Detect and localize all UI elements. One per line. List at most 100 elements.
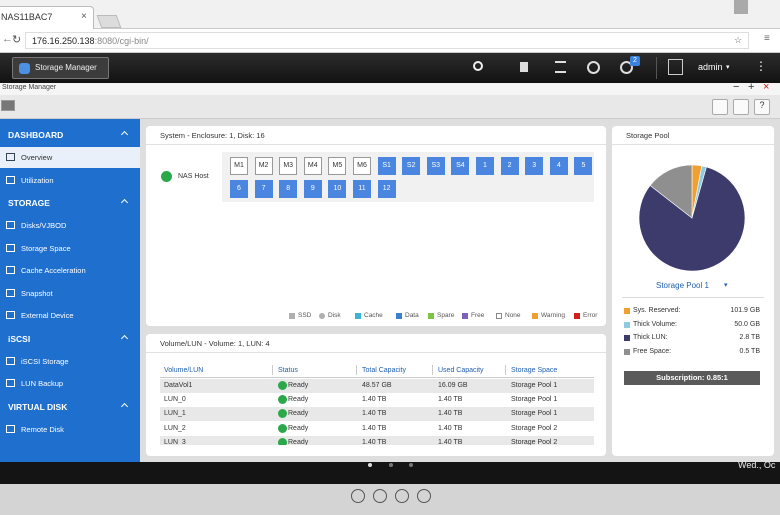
settings-button[interactable]: [733, 99, 749, 115]
dock-icon[interactable]: [351, 489, 365, 503]
table-row[interactable]: LUN_0 Ready 1.40 TB 1.40 TB Storage Pool 1: [160, 393, 594, 407]
nav-item[interactable]: External Device: [0, 305, 140, 326]
column-header[interactable]: Volume/LUN: [164, 367, 204, 374]
disk-slot[interactable]: M4: [303, 157, 322, 175]
disk-slot[interactable]: S3: [426, 157, 445, 175]
section-header[interactable]: DASHBOARD: [8, 130, 64, 140]
disk-slot[interactable]: M5: [328, 157, 347, 175]
nav-item[interactable]: Utilization: [0, 170, 140, 191]
sync-icon[interactable]: [587, 61, 600, 74]
disk-slot[interactable]: S2: [402, 157, 421, 175]
minimize-button[interactable]: −: [733, 81, 740, 93]
section-header[interactable]: iSCSI: [8, 333, 31, 344]
menu-button[interactable]: ≡: [764, 33, 770, 44]
header-rule: [160, 377, 594, 378]
window-minimize[interactable]: [734, 0, 748, 14]
legend-swatch: [462, 313, 468, 319]
section-header[interactable]: VIRTUAL DISK: [8, 401, 68, 412]
nav-label: Remote Disk: [21, 424, 64, 434]
table-row[interactable]: LUN_1 Ready 1.40 TB 1.40 TB Storage Pool 1: [160, 407, 594, 422]
section-header[interactable]: STORAGE: [8, 198, 50, 208]
nav-item[interactable]: Disks/VJBOD: [0, 215, 140, 236]
disk-slot[interactable]: 9: [303, 180, 322, 198]
close-button[interactable]: ×: [763, 81, 770, 93]
nav-item[interactable]: Cache Acceleration: [0, 260, 140, 281]
legend-label: Thick LUN:: [633, 334, 668, 342]
pie-slice[interactable]: [638, 166, 746, 272]
table-row[interactable]: LUN_3 Ready 1.40 TB 1.40 TB Storage Pool 2: [160, 435, 594, 445]
notification-badge: 2: [630, 56, 640, 66]
toolbar-icon[interactable]: [1, 100, 15, 111]
nav-item[interactable]: LUN Backup: [0, 373, 140, 394]
user-icon[interactable]: [668, 59, 683, 75]
nav-item[interactable]: iSCSI Storage: [0, 351, 140, 372]
more-menu[interactable]: ⋮: [755, 59, 767, 73]
disk-slot[interactable]: 11: [353, 180, 371, 198]
help-button[interactable]: ?: [754, 99, 770, 115]
bookmark-star[interactable]: ☆: [734, 35, 743, 45]
disk-slot[interactable]: 8: [279, 180, 298, 198]
column-header[interactable]: Total Capacity: [362, 367, 406, 374]
legend-swatch: [574, 313, 580, 319]
tasks-icon[interactable]: [555, 61, 566, 73]
search-icon[interactable]: [473, 61, 483, 71]
dock-icon[interactable]: [373, 489, 387, 503]
disk-slot[interactable]: 5: [574, 157, 593, 175]
dock-icon[interactable]: [417, 489, 431, 503]
column-header[interactable]: Storage Space: [511, 367, 558, 374]
collapse-chevron[interactable]: [120, 334, 129, 342]
user-name[interactable]: admin: [698, 62, 723, 72]
disk-slot[interactable]: 6: [230, 180, 248, 198]
page-dot[interactable]: [409, 463, 413, 467]
new-tab[interactable]: [96, 15, 122, 28]
volume-icon[interactable]: [520, 62, 528, 72]
disk-slot[interactable]: S4: [451, 157, 470, 175]
browser-tab[interactable]: NAS11BAC7 ×: [0, 6, 94, 29]
maximize-button[interactable]: +: [748, 81, 755, 93]
disk-slot[interactable]: 7: [254, 180, 273, 198]
nav-item-selected[interactable]: Overview: [0, 147, 140, 168]
disk-slot[interactable]: S1: [377, 157, 396, 175]
disk-slot[interactable]: 4: [549, 157, 568, 175]
info-icon[interactable]: [620, 61, 633, 74]
disk-slot[interactable]: M1: [230, 157, 248, 175]
disk-slot[interactable]: M2: [254, 157, 273, 175]
legend-label: Sys. Reserved:: [633, 307, 681, 314]
page-dot[interactable]: [389, 463, 393, 467]
table-row[interactable]: LUN_2 Ready 1.40 TB 1.40 TB Storage Pool 2: [160, 422, 594, 436]
url-bar[interactable]: 176.16.250.138:8080/cgi-bin/ ☆: [25, 32, 749, 49]
collapse-chevron[interactable]: [120, 130, 129, 139]
dock-icon[interactable]: [395, 489, 409, 503]
disk-slot[interactable]: 2: [500, 157, 519, 175]
pool-caret[interactable]: ▾: [724, 282, 728, 289]
tab-title: NAS11BAC7: [1, 12, 53, 22]
pool-selector[interactable]: Storage Pool 1: [656, 281, 709, 290]
reload-button[interactable]: ↻: [12, 34, 22, 46]
collapse-chevron[interactable]: [120, 198, 129, 207]
tab-close[interactable]: ×: [81, 11, 87, 22]
nav-item[interactable]: Remote Disk: [0, 419, 140, 440]
table-row[interactable]: DataVol1 Ready 48.57 GB 16.09 GB Storage Poo…: [160, 379, 594, 393]
disk-slot[interactable]: M6: [353, 157, 371, 175]
table-cell: 16.09 GB: [438, 382, 468, 389]
legend-swatch: [496, 313, 502, 319]
separator: [656, 57, 657, 79]
snapshot-button[interactable]: [712, 99, 728, 115]
nav-item[interactable]: Storage Space: [0, 238, 140, 259]
legend-label: Disk: [328, 312, 341, 319]
nav-item[interactable]: Snapshot: [0, 283, 140, 304]
pie-slice[interactable]: [649, 164, 693, 219]
disk-slot[interactable]: 1: [476, 157, 494, 175]
disk-slot[interactable]: 10: [328, 180, 347, 198]
column-header[interactable]: Used Capacity: [438, 367, 484, 374]
app-tab[interactable]: Storage Manager: [12, 57, 109, 79]
disk-slot[interactable]: 3: [525, 157, 544, 175]
disk-slot[interactable]: 12: [377, 180, 396, 198]
legend-label: None: [505, 312, 521, 319]
column-header[interactable]: Status: [278, 367, 298, 374]
back-button[interactable]: ←: [2, 33, 13, 45]
page-dot[interactable]: [368, 463, 372, 467]
column-divider: [505, 365, 506, 375]
disk-slot[interactable]: M3: [279, 157, 298, 175]
collapse-chevron[interactable]: [120, 402, 129, 410]
